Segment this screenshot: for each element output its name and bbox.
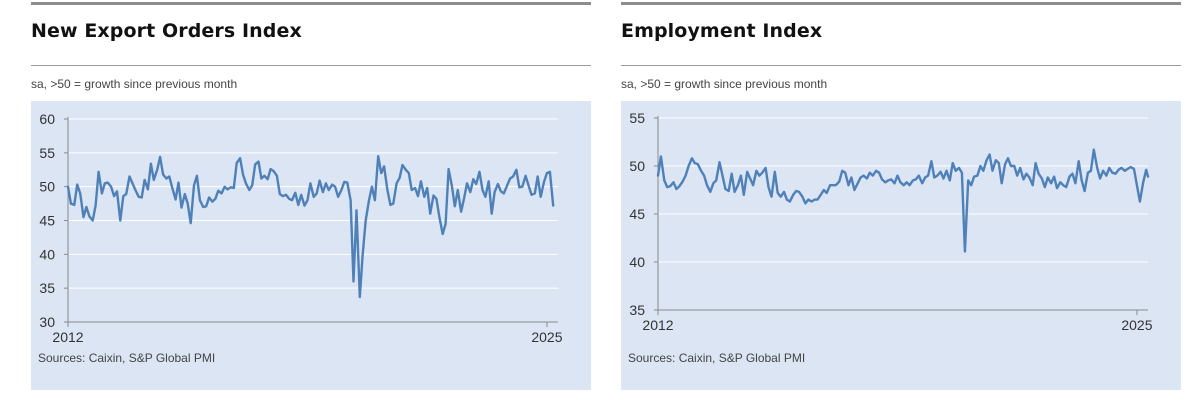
title-divider xyxy=(621,65,1181,66)
x-tick-label: 2025 xyxy=(531,329,562,345)
y-tick-label: 50 xyxy=(629,158,645,174)
plot-area: 55 50 45 40 35 2012 2025 Sources: Caixin, S&P … xyxy=(621,101,1181,390)
plot-area: 60 55 50 45 40 35 30 2012 2025 Sources: Caixin, … xyxy=(31,101,591,390)
y-tick-label: 45 xyxy=(629,206,645,222)
y-tick-label: 55 xyxy=(39,145,55,161)
chart-title: Employment Index xyxy=(621,20,823,42)
x-tick-label: 2012 xyxy=(642,317,673,333)
export-orders-panel: New Export Orders Index sa, >50 = growth… xyxy=(31,0,591,392)
x-tick-label: 2025 xyxy=(1121,317,1152,333)
y-tick-label: 35 xyxy=(39,280,55,296)
y-tick-label: 60 xyxy=(39,111,55,127)
chart-source: Sources: Caixin, S&P Global PMI xyxy=(628,351,806,365)
chart-source: Sources: Caixin, S&P Global PMI xyxy=(38,351,216,365)
chart-subtitle: sa, >50 = growth since previous month xyxy=(621,77,828,91)
y-tick-label: 30 xyxy=(39,314,55,330)
y-tick-label: 40 xyxy=(39,246,55,262)
y-tick-label: 50 xyxy=(39,179,55,195)
series-line xyxy=(656,148,1150,253)
y-tick-label: 45 xyxy=(39,213,55,229)
chart-subtitle: sa, >50 = growth since previous month xyxy=(31,77,238,91)
y-tick-label: 35 xyxy=(629,302,645,318)
employment-panel: Employment Index sa, >50 = growth since … xyxy=(621,0,1181,392)
chart-title: New Export Orders Index xyxy=(31,20,302,42)
series-line xyxy=(66,155,555,299)
y-tick-label: 40 xyxy=(629,254,645,270)
panel-top-bar xyxy=(621,2,1181,5)
panel-top-bar xyxy=(31,2,591,5)
title-divider xyxy=(31,65,591,66)
y-tick-label: 55 xyxy=(629,110,645,126)
x-tick-label: 2012 xyxy=(52,329,83,345)
